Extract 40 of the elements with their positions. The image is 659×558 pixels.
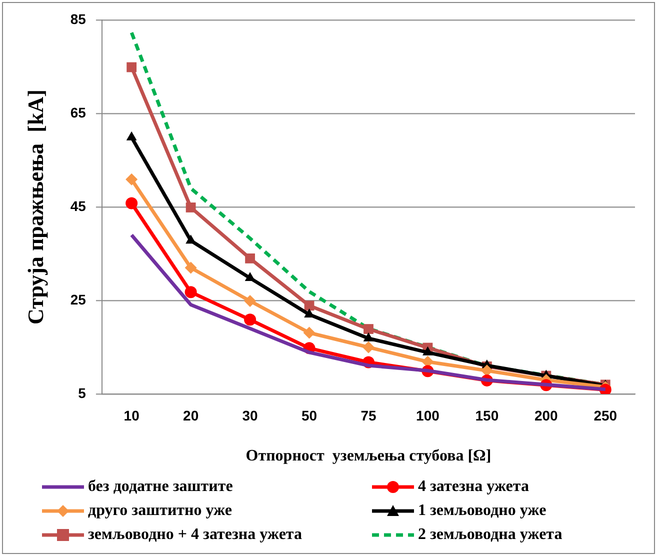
point xyxy=(186,234,196,244)
point xyxy=(126,131,137,140)
legend-label: друго заштитно уже xyxy=(88,502,232,520)
x-tick-label: 50 xyxy=(301,407,318,424)
point xyxy=(186,202,196,212)
point xyxy=(184,286,197,298)
x-tick-label: 150 xyxy=(475,407,499,424)
legend-label: 1 земљоводно уже xyxy=(418,502,546,520)
y-tick-label: 5 xyxy=(78,384,86,401)
legend-label: 4 затезна ужета xyxy=(418,478,529,496)
point xyxy=(363,332,374,342)
point xyxy=(364,324,374,334)
legend-label: земљоводно + 4 затезна ужета xyxy=(88,526,302,544)
point xyxy=(244,314,256,326)
point xyxy=(126,197,138,210)
x-tick-label: 30 xyxy=(242,407,258,424)
legend-label: 2 земљоводна ужета xyxy=(418,526,562,544)
point xyxy=(422,346,433,356)
x-tick-label: 100 xyxy=(416,407,440,424)
y-tick-label: 45 xyxy=(70,198,86,214)
y-tick-label: 25 xyxy=(70,291,86,308)
point xyxy=(362,341,374,354)
point xyxy=(244,294,256,307)
point xyxy=(244,272,256,282)
point xyxy=(184,262,197,274)
y-tick-label: 65 xyxy=(70,104,86,120)
point xyxy=(304,300,314,311)
x-tick-label: 10 xyxy=(124,407,140,424)
x-tick-label: 200 xyxy=(534,407,558,424)
point xyxy=(126,62,137,72)
x-axis-title: Отпорност уземљења стубова [Ω] xyxy=(246,448,492,465)
point xyxy=(245,253,255,264)
point xyxy=(126,173,138,186)
legend-label: без додатне заштите xyxy=(88,478,233,496)
x-tick-label: 250 xyxy=(594,407,618,424)
y-tick-label: 85 xyxy=(70,10,86,27)
x-tick-label: 75 xyxy=(360,407,376,424)
point xyxy=(303,326,316,339)
y-axis-title: Струја пражњења [kA] xyxy=(22,90,48,324)
x-tick-label: 20 xyxy=(183,407,199,424)
